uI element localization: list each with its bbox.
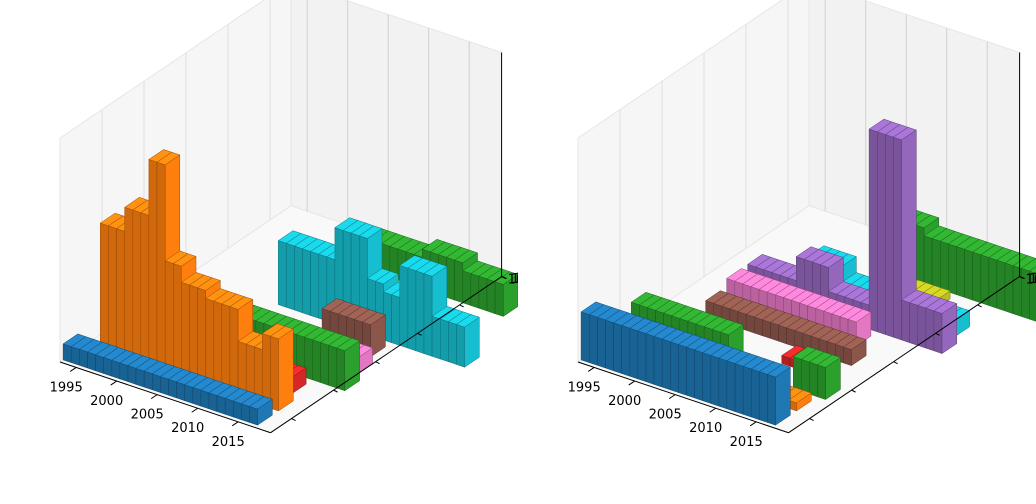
x-axis-line: [577, 361, 789, 434]
x-tick: [150, 394, 158, 400]
x-tick-label: 1995: [50, 380, 83, 395]
y-tick: [809, 418, 814, 421]
bar: [766, 364, 791, 426]
bars: [62, 149, 518, 426]
y-tick: [893, 361, 898, 365]
x-tick: [231, 421, 239, 427]
x-tick: [709, 407, 716, 413]
z-tick-label: 10: [1026, 273, 1036, 288]
x-tick-label: 2010: [171, 421, 204, 436]
bar: [455, 314, 480, 368]
gridlines: [619, 0, 988, 334]
y-tick: [417, 332, 422, 336]
y-tick: [935, 332, 940, 336]
bar: [816, 354, 841, 400]
bar: [269, 326, 294, 412]
y-tick: [333, 389, 338, 393]
x-tick-label: 2005: [649, 408, 682, 423]
bar: [248, 396, 273, 426]
bar: [842, 336, 867, 367]
x-tick-label: 2000: [90, 394, 123, 409]
x-tick-label: 2015: [212, 435, 245, 450]
y-tick: [977, 304, 982, 308]
y-axis-line: [270, 276, 502, 434]
y-axis-line: [788, 276, 1020, 434]
x-tick: [587, 367, 595, 372]
z-tick: [1019, 276, 1025, 279]
x-tick-label: 2005: [131, 408, 164, 423]
x-tick-label: 2010: [689, 421, 722, 436]
x-tick-label: 2015: [730, 435, 763, 450]
z-tick-label: 10: [511, 272, 518, 287]
x-tick-label: 2000: [608, 394, 641, 409]
x-axis-line: [59, 361, 271, 434]
z-tick-label: 10: [1033, 272, 1036, 287]
z-tick-label: 10: [515, 272, 518, 287]
bar: [232, 390, 257, 421]
y-tick: [375, 361, 380, 365]
y-tick: [291, 418, 296, 421]
y-tick: [851, 389, 856, 393]
bar: [1028, 266, 1036, 322]
bar3d-chart-right: 199520002005201020151010101010: [568, 0, 1036, 450]
x-tick: [191, 407, 198, 413]
x-tick: [110, 380, 117, 386]
x-tick: [668, 394, 676, 400]
bar3d-chart-left: 199520002005201020151010101010: [50, 0, 518, 450]
y-tick: [459, 304, 464, 308]
bar: [933, 300, 958, 355]
bar: [336, 337, 361, 392]
z-tick: [501, 276, 507, 279]
x-tick-label: 1995: [568, 380, 601, 395]
bar: [892, 127, 917, 341]
bar: [361, 311, 386, 358]
axes: 199520002005201020151010101010: [50, 52, 518, 450]
x-tick: [69, 367, 77, 372]
z-tick-label: 10: [508, 273, 518, 288]
x-tick: [628, 380, 635, 386]
axes: 199520002005201020151010101010: [568, 52, 1036, 450]
z-tick-label: 10: [1029, 272, 1036, 287]
x-tick: [749, 421, 757, 427]
